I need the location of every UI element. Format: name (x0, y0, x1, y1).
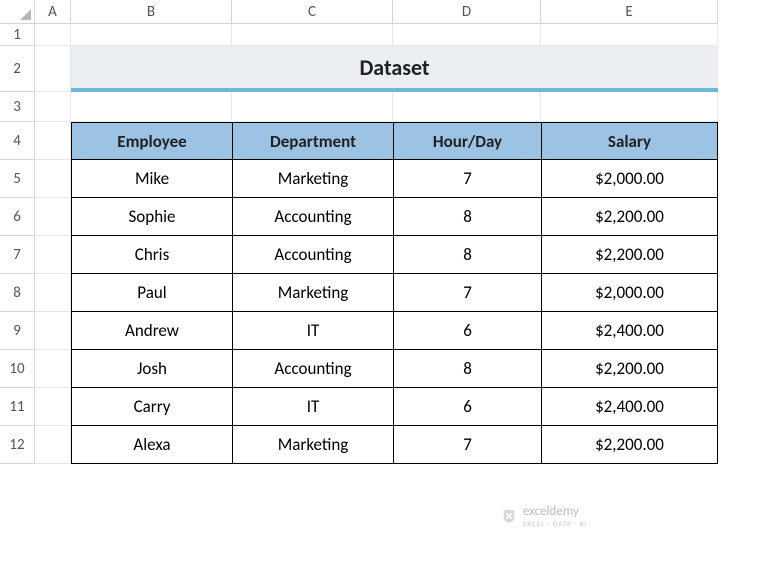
cell[interactable] (393, 24, 541, 46)
logo-icon (501, 508, 517, 524)
row-header-5[interactable]: 5 (0, 160, 35, 198)
select-all-corner[interactable] (0, 0, 35, 24)
cell[interactable] (35, 274, 71, 312)
cell[interactable] (541, 24, 718, 46)
cell[interactable] (35, 236, 71, 274)
table-cell[interactable]: Sophie (71, 198, 232, 236)
row-header-7[interactable]: 7 (0, 236, 35, 274)
title-cell[interactable]: Dataset (71, 46, 718, 92)
row-header-3[interactable]: 3 (0, 92, 35, 122)
table-cell[interactable]: 7 (393, 160, 541, 198)
table-cell[interactable]: 8 (393, 350, 541, 388)
cell[interactable] (35, 24, 71, 46)
table-cell[interactable]: Chris (71, 236, 232, 274)
table-cell[interactable]: $2,400.00 (541, 312, 718, 350)
table-cell[interactable]: $2,000.00 (541, 274, 718, 312)
table-cell[interactable]: $2,400.00 (541, 388, 718, 426)
table-header-hour-day[interactable]: Hour/Day (393, 122, 541, 160)
row-header-9[interactable]: 9 (0, 312, 35, 350)
table-cell[interactable]: Marketing (232, 160, 393, 198)
cell[interactable] (35, 350, 71, 388)
table-cell[interactable]: 8 (393, 236, 541, 274)
table-cell[interactable]: 8 (393, 198, 541, 236)
cell[interactable] (393, 92, 541, 122)
table-cell[interactable]: 7 (393, 426, 541, 464)
table-cell[interactable]: $2,200.00 (541, 426, 718, 464)
watermark-tagline: EXCEL · DATA · BI (523, 519, 587, 528)
table-cell[interactable]: Mike (71, 160, 232, 198)
table-header-employee[interactable]: Employee (71, 122, 232, 160)
watermark-text: exceldemy EXCEL · DATA · BI (523, 504, 587, 528)
table-cell[interactable]: Accounting (232, 198, 393, 236)
row-header-12[interactable]: 12 (0, 426, 35, 464)
cell[interactable] (35, 46, 71, 92)
spreadsheet-grid: A B C D E 1 2 Dataset 3 4 Employee Depar… (0, 0, 767, 464)
cell[interactable] (35, 198, 71, 236)
table-header-department[interactable]: Department (232, 122, 393, 160)
table-cell[interactable]: $2,200.00 (541, 350, 718, 388)
cell[interactable] (232, 92, 393, 122)
table-cell[interactable]: $2,000.00 (541, 160, 718, 198)
row-header-6[interactable]: 6 (0, 198, 35, 236)
table-cell[interactable]: 6 (393, 312, 541, 350)
cell[interactable] (71, 92, 232, 122)
table-cell[interactable]: 7 (393, 274, 541, 312)
table-cell[interactable]: Carry (71, 388, 232, 426)
cell[interactable] (232, 24, 393, 46)
row-header-4[interactable]: 4 (0, 122, 35, 160)
table-cell[interactable]: Accounting (232, 350, 393, 388)
table-cell[interactable]: IT (232, 388, 393, 426)
cell[interactable] (35, 426, 71, 464)
col-header-D[interactable]: D (393, 0, 541, 24)
cell[interactable] (35, 312, 71, 350)
col-header-A[interactable]: A (35, 0, 71, 24)
col-header-C[interactable]: C (232, 0, 393, 24)
cell[interactable] (35, 160, 71, 198)
watermark-brand: exceldemy (523, 504, 579, 519)
row-header-1[interactable]: 1 (0, 24, 35, 46)
row-header-11[interactable]: 11 (0, 388, 35, 426)
cell[interactable] (35, 122, 71, 160)
table-cell[interactable]: Marketing (232, 274, 393, 312)
table-cell[interactable]: IT (232, 312, 393, 350)
table-cell[interactable]: $2,200.00 (541, 198, 718, 236)
table-cell[interactable]: 6 (393, 388, 541, 426)
row-header-2[interactable]: 2 (0, 46, 35, 92)
table-cell[interactable]: $2,200.00 (541, 236, 718, 274)
cell[interactable] (541, 92, 718, 122)
col-header-B[interactable]: B (71, 0, 232, 24)
table-header-salary[interactable]: Salary (541, 122, 718, 160)
row-header-8[interactable]: 8 (0, 274, 35, 312)
table-cell[interactable]: Alexa (71, 426, 232, 464)
table-cell[interactable]: Andrew (71, 312, 232, 350)
table-cell[interactable]: Josh (71, 350, 232, 388)
cell[interactable] (71, 24, 232, 46)
table-cell[interactable]: Accounting (232, 236, 393, 274)
cell[interactable] (35, 92, 71, 122)
table-cell[interactable]: Paul (71, 274, 232, 312)
row-header-10[interactable]: 10 (0, 350, 35, 388)
cell[interactable] (35, 388, 71, 426)
col-header-E[interactable]: E (541, 0, 718, 24)
watermark: exceldemy EXCEL · DATA · BI (501, 504, 587, 528)
table-cell[interactable]: Marketing (232, 426, 393, 464)
